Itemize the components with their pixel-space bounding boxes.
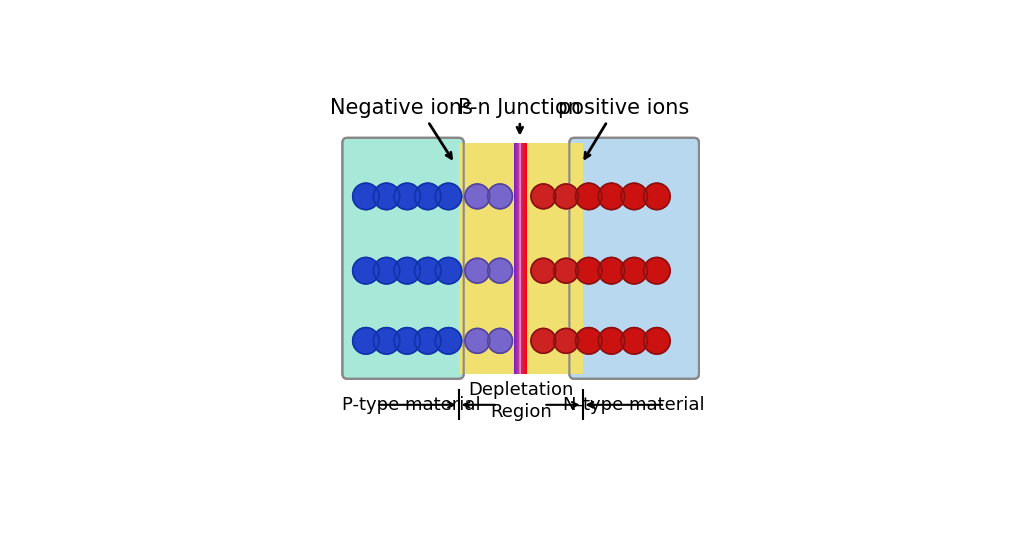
Text: P-type material: P-type material <box>342 396 480 414</box>
Circle shape <box>644 327 670 354</box>
Circle shape <box>415 257 441 284</box>
Circle shape <box>621 327 647 354</box>
Circle shape <box>598 327 625 354</box>
Circle shape <box>352 257 379 284</box>
Text: positive ions: positive ions <box>558 98 689 118</box>
Circle shape <box>531 329 556 353</box>
Circle shape <box>554 184 579 209</box>
Circle shape <box>575 257 602 284</box>
Circle shape <box>644 257 670 284</box>
Circle shape <box>465 258 489 283</box>
Circle shape <box>487 258 512 283</box>
Text: N-type material: N-type material <box>563 396 705 414</box>
Text: Depletation
Region: Depletation Region <box>468 381 573 421</box>
FancyBboxPatch shape <box>342 138 464 379</box>
Circle shape <box>598 257 625 284</box>
Circle shape <box>465 184 489 209</box>
Text: Negative ions: Negative ions <box>330 98 472 118</box>
Text: P-n Junction: P-n Junction <box>459 98 582 118</box>
Circle shape <box>487 184 512 209</box>
Circle shape <box>554 329 579 353</box>
Circle shape <box>435 257 462 284</box>
Circle shape <box>374 327 399 354</box>
Circle shape <box>352 183 379 210</box>
Circle shape <box>394 183 421 210</box>
Circle shape <box>435 183 462 210</box>
Circle shape <box>435 327 462 354</box>
Circle shape <box>394 327 421 354</box>
Circle shape <box>644 183 670 210</box>
Circle shape <box>554 258 579 283</box>
Circle shape <box>531 258 556 283</box>
Circle shape <box>394 257 421 284</box>
Circle shape <box>465 329 489 353</box>
Circle shape <box>621 183 647 210</box>
Circle shape <box>575 183 602 210</box>
Bar <box>459 143 583 374</box>
Circle shape <box>575 327 602 354</box>
Circle shape <box>487 329 512 353</box>
Circle shape <box>415 327 441 354</box>
Circle shape <box>531 184 556 209</box>
Circle shape <box>374 183 399 210</box>
Circle shape <box>352 327 379 354</box>
Circle shape <box>415 183 441 210</box>
Circle shape <box>374 257 399 284</box>
FancyBboxPatch shape <box>569 138 699 379</box>
Circle shape <box>598 183 625 210</box>
Circle shape <box>621 257 647 284</box>
